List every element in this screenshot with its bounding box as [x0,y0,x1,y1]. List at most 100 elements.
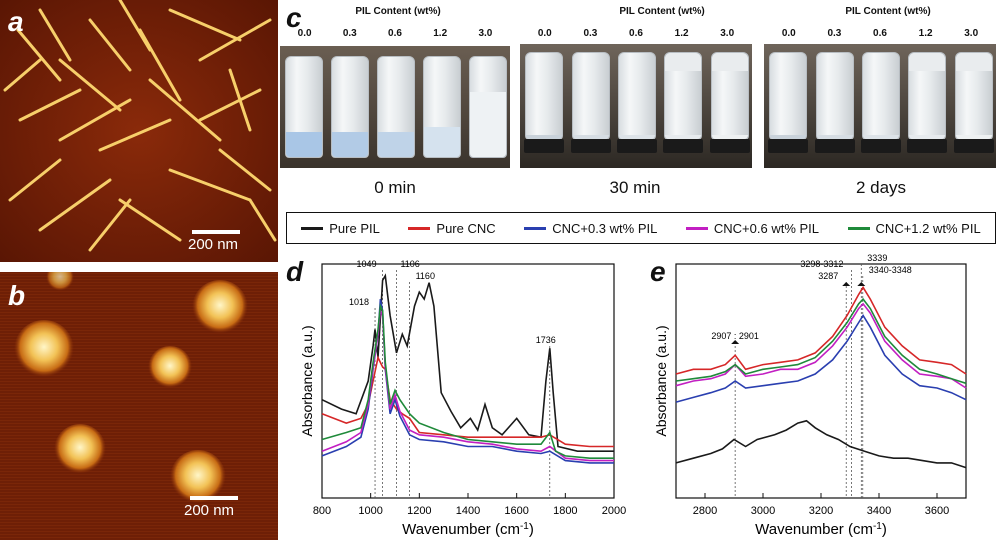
annotation-label: 3287 [818,271,838,281]
series-line [321,273,614,452]
y-axis-label: Absorbance (a.u.) [653,325,669,436]
nanocrystal-rod [88,18,132,72]
vial-liquid [955,134,992,139]
afm-a-svg [0,0,278,262]
vial-liquid [470,92,506,157]
concentration-label: 0.6 [629,28,643,39]
vial-cap [570,139,611,153]
vial-cap [953,139,994,153]
content-title-1: PIL Content (wt%) [619,6,705,17]
legend-label: CNC+0.3 wt% PIL [552,220,658,236]
x-tick-label: 800 [313,505,331,517]
nanocrystal-rod [118,198,182,242]
nanocrystal-rod [198,18,272,62]
vial-cap [524,139,565,153]
series-line [675,313,967,403]
legend-swatch [301,226,324,230]
x-tick-label: 1800 [553,505,577,517]
x-axis-label: Wavenumber (cm-1) [402,521,534,539]
vial [617,52,657,153]
legend-swatch [847,226,870,230]
concentration-label: 3.0 [478,28,493,39]
vial [377,56,415,158]
x-tick-label: 3600 [925,505,949,517]
plot-frame [675,263,967,499]
concentration-label: 0.6 [388,28,402,39]
vial [469,56,507,158]
nanocrystal-rod [168,8,242,42]
nanocrystal-rod [228,68,252,132]
nanocrystal-rod [148,78,222,142]
concentration-label: 0.3 [342,28,357,39]
vial-liquid [863,134,899,139]
x-tick-label: 1600 [504,505,528,517]
nanocrystal-rod [138,28,182,102]
vial-liquid [572,134,609,139]
nanocrystal-rod [88,198,132,252]
x-tick-label: 2000 [602,505,626,517]
series-line [675,297,967,385]
x-tick-label: 3000 [751,505,775,517]
panel-letter-e: e [650,256,666,287]
annotation-label: 1160 [416,271,435,281]
annotation-label: 1736 [536,335,556,345]
ftir-chart-d: 800 1000 1200 1400 1600 1800 2000 1049 1106 1160 1… [299,259,626,539]
vial-cap [768,139,809,153]
vial-liquid [816,134,853,139]
nanocrystal-rod [218,148,272,192]
vial [331,56,369,158]
series-line [321,303,614,459]
concentration-label: 0.3 [583,28,598,39]
concentration-label: 0.0 [537,28,552,39]
vial-photo-30min [520,44,752,168]
legend-label: CNC+0.6 wt% PIL [713,220,819,236]
vial [709,52,750,153]
panel-letter-b: b [8,280,26,311]
vial [570,52,611,153]
series-line [675,419,967,469]
vial-liquid [424,127,460,157]
x-tick-label: 3200 [809,505,833,517]
legend-entry: CNC+0.3 wt% PIL [524,221,657,236]
afm-image-a [0,0,278,262]
scale-bar-a [192,230,240,234]
nanocrystal-rod [248,198,277,242]
vial [285,56,323,158]
nanocrystal-rod [58,58,122,112]
concentration-label: 1.2 [674,28,689,39]
annotation-label: 3298-3312 [800,259,843,269]
scale-bar-b [190,496,238,500]
peak-marker [731,340,740,344]
vial-cap [907,139,948,153]
content-title-0: PIL Content (wt%) [355,6,441,17]
legend-label: CNC+1.2 wt% PIL [875,220,981,236]
legend-label: Pure PIL [329,220,380,236]
content-title-2: PIL Content (wt%) [845,6,931,17]
vial-foam [711,53,748,71]
vial-liquid [711,134,748,139]
vial [861,52,901,153]
vial [907,52,948,153]
time-label-30min: 30 min [609,178,661,197]
vial-liquid [909,134,946,139]
legend-entry: CNC+0.6 wt% PIL [685,220,819,236]
vial-liquid [665,134,702,139]
x-tick-label: 1400 [456,505,480,517]
annotation-label: 1018 [349,297,369,307]
x-tick-label: 1000 [358,505,382,517]
vial [814,52,855,153]
nanocrystal-rod [38,8,72,62]
time-label-0min: 0 min [374,178,416,197]
vial-photo-0min [280,46,510,168]
vial [524,52,565,153]
series-line [321,298,614,464]
legend-entry: Pure CNC [408,221,496,236]
panel-letter-d: d [286,256,304,287]
vial [423,56,461,158]
vial-foam [665,53,702,71]
annotation-label: 1106 [400,259,419,269]
concentration-label: 0.0 [781,28,796,39]
series-line [675,302,967,389]
vial [768,52,809,153]
vial-cap [814,139,855,153]
